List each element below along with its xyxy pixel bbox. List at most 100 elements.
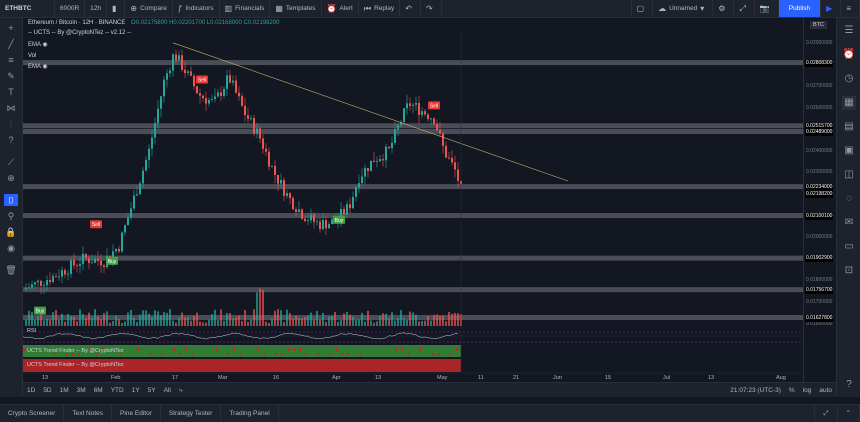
volume-bar (112, 320, 114, 326)
lock-icon[interactable]: 🔒 (5, 227, 17, 237)
volume-bar (361, 312, 363, 326)
range-button-1m[interactable]: 1M (59, 387, 69, 394)
auto-toggle[interactable]: auto (819, 387, 832, 394)
trend-cell (83, 348, 86, 351)
log-toggle[interactable]: log (802, 387, 812, 394)
eye-icon[interactable]: ◉ (42, 42, 48, 48)
ideas-icon[interactable]: ◫ (844, 169, 854, 180)
candle-body (277, 174, 279, 184)
prediction-icon[interactable]: ⫶ (9, 119, 13, 129)
interval-button[interactable]: 12h (85, 0, 108, 17)
range-button-3m[interactable]: 3M (76, 387, 86, 394)
footer-tab-crypto-screener[interactable]: Crypto Screener (0, 405, 65, 422)
financials-button[interactable]: ▥ Financials (220, 0, 271, 17)
volume-bar (214, 309, 216, 326)
zoom-icon[interactable]: ⊕ (7, 173, 15, 183)
trend-cell (437, 353, 440, 356)
fib-icon[interactable]: ≡ (8, 55, 14, 65)
chat-icon[interactable]: ✉ (844, 217, 854, 228)
volume-bar (178, 317, 180, 326)
goto-date-icon[interactable]: ⤷ (178, 386, 183, 394)
trend-cell (185, 348, 188, 351)
redo-button[interactable]: ↷ (421, 0, 442, 17)
replay-label: Replay (374, 5, 395, 12)
footer-tab-strategy-tester[interactable]: Strategy Tester (161, 405, 222, 422)
candle-body (223, 88, 225, 96)
signal-label: Buy (108, 259, 117, 265)
eye-icon[interactable]: ◉ (42, 64, 48, 70)
messages-icon[interactable]: ⊡ (844, 265, 854, 276)
data-window-icon[interactable]: ▦ (842, 96, 856, 110)
alerts-icon[interactable]: ⏰ (842, 49, 856, 60)
footer-tab-trading-panel[interactable]: Trading Panel (221, 405, 279, 422)
text-icon[interactable]: T (8, 87, 14, 97)
range-button-ytd[interactable]: YTD (110, 387, 124, 394)
calendar-icon[interactable]: ▣ (844, 145, 854, 156)
footer-tab-text-notes[interactable]: Text Notes (64, 405, 113, 422)
volume-bar (145, 310, 147, 326)
maximize-icon[interactable]: ⤢ (814, 405, 838, 422)
alert-button[interactable]: ⏰ Alert (322, 0, 359, 17)
time-tick: 13 (375, 375, 382, 381)
crosshair-icon[interactable]: + (8, 23, 14, 33)
candle-body (40, 280, 42, 286)
volume-bar (169, 309, 171, 326)
publish-button[interactable]: Publish (778, 0, 821, 17)
brush-icon[interactable]: ✎ (7, 71, 15, 81)
streams-icon[interactable]: ◌ (846, 193, 852, 204)
compare-button[interactable]: ⊕ Compare (125, 0, 173, 17)
watchlist-icon[interactable]: ☰ (844, 25, 854, 36)
help-circle-icon[interactable]: ? (846, 379, 852, 390)
volume-bar (385, 313, 387, 326)
clock-icon[interactable]: ◷ (844, 73, 854, 84)
lock-drawing-icon[interactable]: ⚲ (7, 211, 15, 221)
snapshot-button[interactable]: 📷 (755, 0, 779, 17)
footer-tab-pine-editor[interactable]: Pine Editor (112, 405, 161, 422)
undo-button[interactable]: ↶ (400, 0, 421, 17)
signal-badge (34, 306, 46, 315)
price-level-label: 0.01756700 (805, 286, 834, 294)
trash-icon[interactable]: 🗑 (5, 265, 17, 275)
range-bar: 1D 5D 1M 3M 6M YTD 1Y 5Y All ⤷ 21:07:23 (UTC-3) … (23, 382, 836, 398)
indicators-button[interactable]: ƒ Indicators (173, 0, 220, 17)
templates-button[interactable]: ▦ Templates (270, 0, 322, 17)
trend-finder-label-2: UCTS Trend Finder -- By @CryptoNTez (27, 362, 124, 368)
pattern-icon[interactable]: ⋈ (6, 103, 16, 113)
volume-bar (448, 311, 450, 326)
play-button[interactable]: ▶ (820, 0, 842, 17)
signal-label: Sell (92, 222, 100, 228)
trendline-icon[interactable]: ╱ (8, 39, 14, 49)
range-button-all[interactable]: All (163, 387, 171, 394)
candle-body (439, 130, 441, 134)
replay-button[interactable]: ⏮ Replay (359, 0, 401, 17)
candles-icon-button[interactable]: ▮ (107, 0, 126, 17)
hotlist-icon[interactable]: ▤ (844, 121, 854, 132)
layout-button[interactable]: ▢ (630, 0, 654, 17)
menu-button[interactable]: ≡ (841, 0, 860, 17)
percent-toggle[interactable]: % (788, 387, 795, 394)
collapse-icon[interactable]: ⌃ (838, 405, 860, 422)
layout-name-button[interactable]: ☁ Unnamed ▾ (653, 0, 714, 17)
volume-bar (97, 316, 99, 326)
help-icon[interactable]: ? (8, 135, 14, 145)
range-button-1y[interactable]: 1Y (131, 387, 140, 394)
range-button-5y[interactable]: 5Y (147, 387, 156, 394)
eye-icon[interactable]: ◉ (7, 243, 15, 253)
notifications-icon[interactable]: ▭ (844, 241, 854, 252)
bottom-panel-tabs: Crypto Screener Text Notes Pine Editor Stra… (0, 404, 860, 422)
trend-cell (215, 348, 218, 351)
chart-style-button[interactable]: 6000R (55, 0, 86, 17)
trend-cell (41, 348, 44, 351)
range-button-5d[interactable]: 5D (43, 387, 52, 394)
footer-tab-list: Crypto Screener Text Notes Pine Editor Stra… (0, 405, 279, 422)
ruler-icon[interactable]: ⟋ (7, 157, 15, 167)
level-zone (23, 184, 803, 190)
settings-button[interactable]: ⚙ (713, 0, 735, 17)
fullscreen-button[interactable]: ⤢ (734, 0, 755, 17)
magnet-icon[interactable]: ⌷ (4, 194, 18, 206)
chart-area[interactable]: Sell Sell Sell Buy Buy Buy (23, 18, 803, 382)
range-button-6m[interactable]: 6M (93, 387, 103, 394)
range-button-1d[interactable]: 1D (27, 387, 36, 394)
volume-bar (379, 316, 381, 326)
symbol-search[interactable]: ETHBTC (0, 0, 55, 17)
